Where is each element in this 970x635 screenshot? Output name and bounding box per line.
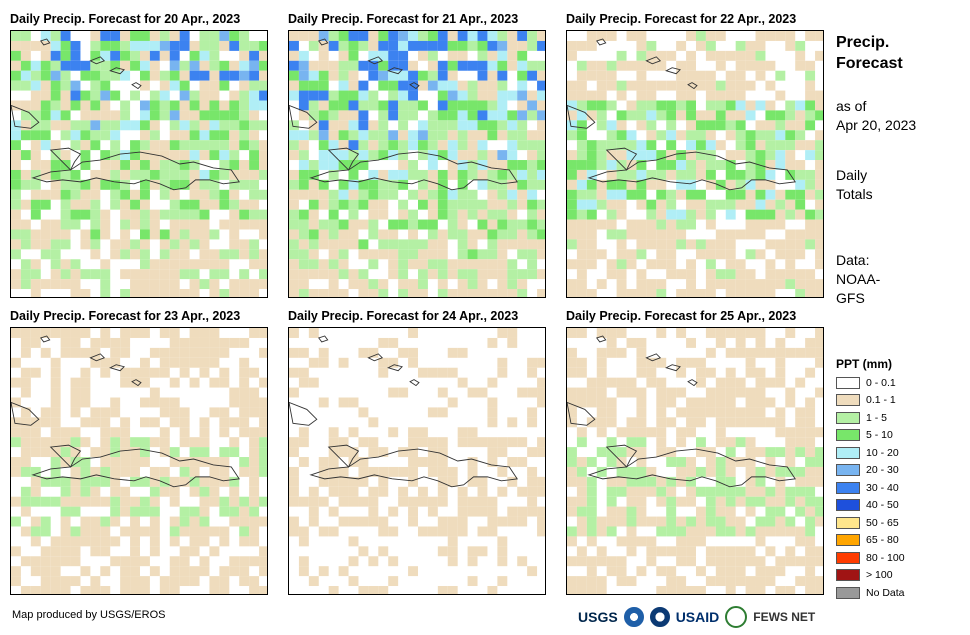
legend-label: 5 - 10 [866, 429, 893, 442]
legend-item: 30 - 40 [836, 479, 899, 497]
daily-totals-label: Daily Totals [836, 166, 873, 204]
data-source-line3: GFS [836, 290, 865, 306]
legend-swatch [836, 394, 860, 407]
panel-title-3: Daily Precip. Forecast for 22 Apr., 2023 [566, 12, 797, 26]
sidebar-title: Precip. Forecast [836, 32, 903, 74]
legend-label: > 100 [866, 569, 893, 582]
sidebar-title-line2: Forecast [836, 55, 903, 72]
panel-title-6: Daily Precip. Forecast for 25 Apr., 2023 [566, 309, 797, 323]
legend-title: PPT (mm) [836, 357, 893, 371]
legend-label: 30 - 40 [866, 481, 899, 494]
panel-title-5: Daily Precip. Forecast for 24 Apr., 2023 [288, 309, 519, 323]
legend-item: 0 - 0.1 [836, 374, 896, 392]
legend-item: > 100 [836, 567, 893, 585]
legend-swatch [836, 534, 860, 547]
as-of-label: as of [836, 98, 867, 114]
usgs-logo: USGS [578, 609, 618, 625]
legend-swatch [836, 429, 860, 442]
daily-line1: Daily [836, 167, 868, 183]
forecast-map-apr25[interactable] [566, 327, 824, 595]
legend-swatch [836, 551, 860, 564]
legend-item: 1 - 5 [836, 409, 887, 427]
legend-label: 0 - 0.1 [866, 376, 896, 389]
fews-net-logo: FEWS NET [753, 610, 816, 624]
legend-item: 65 - 80 [836, 532, 899, 550]
legend-label: 10 - 20 [866, 446, 899, 459]
legend-label: 65 - 80 [866, 534, 899, 547]
partner-logos: USGS USAID FEWS NET [578, 604, 815, 630]
legend-label: No Data [866, 586, 905, 599]
legend-item: 50 - 65 [836, 514, 899, 532]
legend-swatch [836, 586, 860, 599]
fews-net-globe-icon [725, 606, 748, 628]
legend-item: 20 - 30 [836, 462, 899, 480]
legend-swatch [836, 516, 860, 529]
legend-swatch [836, 464, 860, 477]
panel-title-2: Daily Precip. Forecast for 21 Apr., 2023 [288, 12, 519, 26]
daily-line2: Totals [836, 186, 873, 202]
legend-swatch [836, 569, 860, 582]
legend-label: 20 - 30 [866, 464, 899, 477]
usaid-logo: USAID [675, 609, 720, 625]
forecast-map-apr22[interactable] [566, 30, 824, 298]
usaid-seal-icon [649, 607, 670, 627]
noaa-logo-icon [623, 607, 644, 627]
data-source: Data: NOAA- GFS [836, 251, 880, 308]
legend-swatch [836, 499, 860, 512]
forecast-map-apr24[interactable] [288, 327, 546, 595]
as-of-value: Apr 20, 2023 [836, 117, 917, 133]
legend-label: 50 - 65 [866, 516, 899, 529]
panel-title-1: Daily Precip. Forecast for 20 Apr., 2023 [10, 12, 241, 26]
data-source-line1: Data: [836, 252, 870, 268]
legend-item: 5 - 10 [836, 427, 893, 445]
forecast-map-apr21[interactable] [288, 30, 546, 298]
legend-label: 40 - 50 [866, 499, 899, 512]
legend-item: 80 - 100 [836, 549, 905, 567]
legend-swatch [836, 411, 860, 424]
map-credit: Map produced by USGS/EROS [12, 609, 166, 621]
legend-item: 40 - 50 [836, 497, 899, 515]
legend-label: 80 - 100 [866, 551, 905, 564]
legend-item: 0.1 - 1 [836, 392, 896, 410]
legend-label: 1 - 5 [866, 411, 888, 424]
legend-item: 10 - 20 [836, 444, 899, 462]
legend-item: No Data [836, 584, 905, 602]
panel-title-4: Daily Precip. Forecast for 23 Apr., 2023 [10, 309, 241, 323]
as-of-date: as of Apr 20, 2023 [836, 97, 916, 135]
legend-label: 0.1 - 1 [866, 394, 896, 407]
legend-swatch [836, 481, 860, 494]
sidebar-title-line1: Precip. [836, 34, 890, 51]
forecast-map-apr23[interactable] [10, 327, 268, 595]
data-source-line2: NOAA- [836, 271, 881, 287]
legend-swatch [836, 376, 860, 389]
forecast-map-apr20[interactable] [10, 30, 268, 298]
legend-swatch [836, 446, 860, 459]
